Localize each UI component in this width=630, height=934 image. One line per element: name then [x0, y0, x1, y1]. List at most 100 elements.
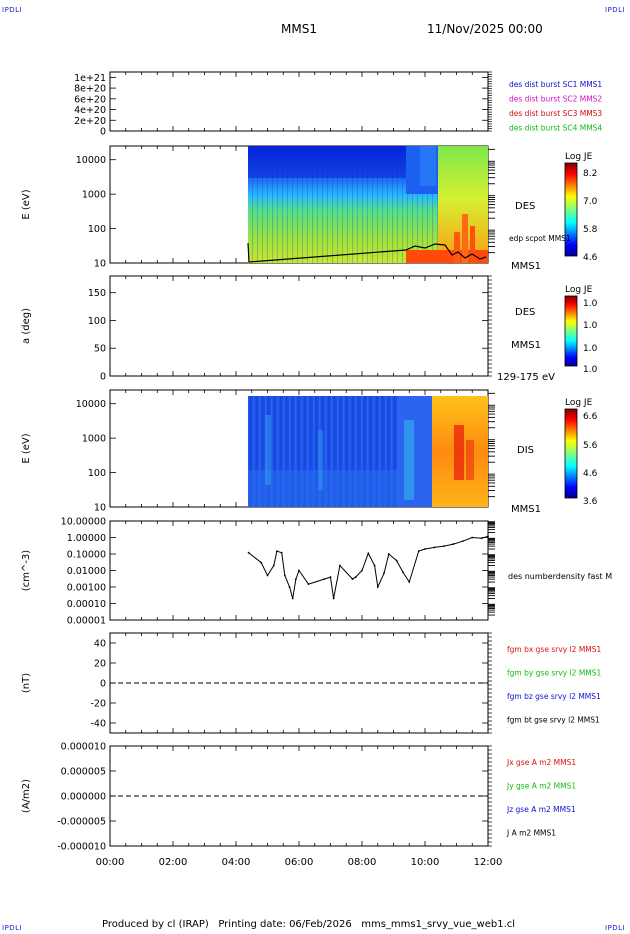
y-tick-label: 150: [88, 288, 106, 299]
y-tick-label: 40: [94, 639, 106, 650]
corner-label-top-left: IPDLI: [2, 6, 23, 14]
density-point: [291, 597, 294, 600]
legend-entry: des dist burst SC4 MMS4: [509, 124, 602, 133]
x-tick-label: 12:00: [474, 857, 503, 868]
legend-entry: des dist burst SC2 MMS2: [509, 95, 602, 104]
y-tick-label: 0.000000: [61, 792, 106, 803]
des-panel-sublabel: MMS1: [511, 261, 541, 272]
colorbar-dis-tick: 5.6: [583, 441, 598, 451]
y-tick-label: 1000: [82, 190, 106, 201]
density-point: [283, 574, 286, 577]
y-axis-label: (A/m2): [21, 779, 32, 813]
y-tick-label: 1e+21: [74, 73, 106, 84]
y-tick-label: 0: [100, 127, 106, 138]
des-panel-label: DES: [515, 201, 535, 212]
colorbar-des-tick: 7.0: [583, 197, 598, 207]
plot-date: 11/Nov/2025 00:00: [427, 22, 543, 36]
density-point: [332, 597, 335, 600]
density-point: [323, 578, 326, 581]
y-axis-label: a (deg): [21, 308, 32, 344]
legend-entry: Jx gse A m2 MMS1: [506, 758, 576, 767]
y-tick-label: 0.00100: [67, 583, 106, 594]
density-point: [361, 569, 363, 572]
corner-label-top-right: IPDLI: [605, 6, 626, 14]
colorbar-pitch-title: Log JE: [565, 285, 593, 295]
x-tick-label: 06:00: [285, 857, 314, 868]
density-point: [487, 535, 489, 538]
colorbar-des-title: Log JE: [565, 152, 593, 162]
y-tick-label: 0: [100, 679, 106, 690]
density-point: [443, 545, 445, 548]
x-tick-label: 04:00: [222, 857, 251, 868]
y-tick-label: 100: [88, 468, 106, 479]
y-axis-label: (cm^-3): [21, 550, 32, 591]
density-point: [395, 559, 398, 562]
density-point: [280, 551, 283, 554]
density-point: [417, 550, 420, 552]
y-tick-label: 6e+20: [74, 94, 106, 105]
legend-entry: fgm by gse srvy l2 MMS1: [507, 669, 602, 678]
density-point: [367, 552, 370, 555]
density-point: [272, 564, 275, 567]
pitch-panel-label: DES: [515, 307, 535, 318]
density-point: [266, 574, 269, 577]
legend-entry: J A m2 MMS1: [506, 829, 556, 838]
dis-panel-label: DIS: [517, 445, 534, 456]
density-point: [387, 553, 390, 555]
legend-entry: fgm bz gse srvy l2 MMS1: [507, 692, 601, 701]
density-point: [408, 581, 411, 583]
density-point: [433, 546, 436, 549]
density-point: [298, 569, 300, 572]
density-point: [351, 578, 354, 581]
y-tick-label: 0.000010: [61, 742, 106, 753]
colorbar-des-tick: 8.2: [583, 169, 597, 179]
des-spectrogram-image: [247, 146, 488, 263]
corner-label-bottom-left: IPDLI: [2, 924, 23, 932]
density-point: [260, 561, 263, 564]
colorbar-pitch-tick: 1.0: [583, 365, 598, 375]
density-point: [276, 550, 278, 552]
y-tick-label: -40: [90, 719, 106, 730]
y-tick-label: 20: [94, 659, 106, 670]
footer-credits: Produced by cl (IRAP) Printing date: 06/…: [102, 919, 516, 930]
density-point: [247, 551, 250, 554]
colorbar-pitch: [564, 295, 578, 367]
y-tick-label: 0.10000: [67, 550, 106, 561]
density-series-label: des numberdensity fast M: [508, 572, 612, 581]
legend-entry: Jz gse A m2 MMS1: [506, 805, 576, 814]
legend-entry: fgm bt gse srvy l2 MMS1: [507, 716, 600, 725]
dis-panel-sublabel: MMS1: [511, 504, 541, 515]
density-point: [288, 586, 291, 588]
legend-entry: Jy gse A m2 MMS1: [506, 782, 576, 791]
legend-entry: des dist burst SC3 MMS3: [509, 109, 602, 118]
density-point: [480, 537, 483, 540]
colorbar-des-tick: 5.8: [583, 225, 598, 235]
colorbar-dis-tick: 4.6: [583, 469, 598, 479]
corner-label-bottom-right: IPDLI: [605, 924, 626, 932]
pitch-panel-sublabel: MMS1: [511, 340, 541, 351]
density-point: [424, 548, 426, 550]
colorbar-dis: [564, 408, 578, 499]
density-point: [329, 576, 332, 578]
density-point: [376, 586, 379, 588]
x-tick-label: 10:00: [411, 857, 440, 868]
colorbar-des-tick: 4.6: [583, 253, 598, 263]
y-tick-label: 10000: [76, 399, 106, 410]
plot-title: MMS1: [281, 22, 317, 36]
y-axis-label: (nT): [21, 673, 32, 693]
density-line: [248, 535, 489, 599]
legend-entry: fgm bx gse srvy l2 MMS1: [507, 645, 602, 654]
y-tick-label: -20: [90, 699, 106, 710]
y-tick-label: -0.000005: [57, 817, 106, 828]
density-point: [373, 564, 376, 567]
y-tick-label: 8e+20: [74, 84, 106, 95]
density-point: [307, 583, 310, 585]
y-tick-label: 2e+20: [74, 116, 106, 127]
density-point: [461, 540, 464, 543]
dis-spectrogram-image: [248, 396, 488, 507]
y-tick-label: 4e+20: [74, 105, 106, 116]
x-tick-label: 00:00: [96, 857, 125, 868]
density-point: [339, 564, 341, 567]
y-tick-label: 50: [94, 344, 106, 355]
density-point: [383, 572, 385, 574]
